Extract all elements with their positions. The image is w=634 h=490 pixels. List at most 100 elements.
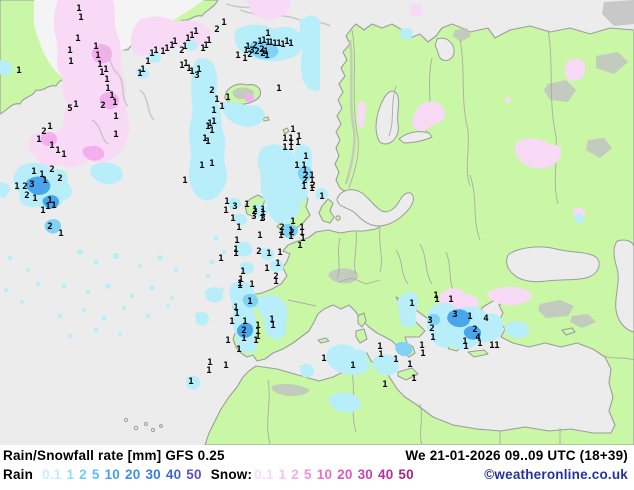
precip-value: 1	[265, 29, 271, 40]
precip-value: 3	[232, 202, 238, 213]
island-faroe	[262, 116, 270, 122]
precip-value: 1	[16, 66, 22, 77]
precip-value: 1	[299, 228, 305, 239]
weather-map	[0, 0, 634, 445]
scattered-rain-cells	[3, 235, 227, 339]
precip-value: 1	[309, 171, 315, 182]
scale-value: 40	[165, 467, 182, 482]
precip-value: 1	[299, 223, 305, 234]
precip-value: 1	[209, 159, 215, 170]
precip-value: 1	[257, 231, 263, 242]
precip-value: 1	[67, 46, 73, 57]
precip-value: 2	[247, 50, 253, 61]
precip-value: 1	[104, 75, 110, 86]
precip-value: 2	[47, 222, 53, 233]
precip-value: 1	[240, 267, 246, 278]
precip-value: 1	[303, 152, 309, 163]
timestamp: We 21-01-2026 09..09 UTC (18+39)	[405, 448, 628, 463]
precip-value: 1	[32, 194, 38, 205]
precip-value: 1	[207, 358, 213, 369]
precip-value: 2	[100, 101, 106, 112]
precip-value: 1	[275, 259, 281, 270]
precip-value: 1	[255, 332, 261, 343]
precip-value: 1	[172, 37, 178, 48]
precip-value: 1	[463, 342, 469, 353]
precip-value: 1	[494, 341, 500, 352]
precip-value: 1	[205, 137, 211, 148]
precip-value: 1	[288, 143, 294, 154]
precip-value: 1	[182, 42, 188, 53]
precip-value: 1	[264, 264, 270, 275]
precip-value: 2	[259, 45, 265, 56]
precip-value: 1	[230, 214, 236, 225]
precip-value: 2	[41, 127, 47, 138]
precip-value: 4	[483, 314, 489, 325]
precip-value: 1	[229, 317, 235, 328]
precip-value: 1	[279, 228, 285, 239]
precip-value: 2	[260, 49, 266, 60]
precip-value: 1	[280, 40, 286, 51]
precip-value: 1	[206, 366, 212, 377]
precip-value: 1	[276, 84, 282, 95]
precip-value: 1	[36, 135, 42, 146]
precip-value: 2	[303, 171, 309, 182]
island-balearics	[317, 337, 330, 344]
precip-value: 1	[255, 327, 261, 338]
precip-value: 1	[244, 200, 250, 211]
precip-value: 3	[427, 316, 433, 327]
precip-value: 1	[211, 106, 217, 117]
precip-value: 1	[193, 27, 199, 38]
precip-value: 1	[234, 309, 240, 320]
landmass-denmark	[318, 198, 335, 224]
precip-value: 1	[350, 361, 356, 372]
precip-value: 1	[290, 217, 296, 228]
precip-value: 1	[263, 47, 269, 58]
precip-value: 1	[296, 132, 302, 143]
precip-value: 1	[179, 61, 185, 72]
precip-value: 1	[238, 275, 244, 286]
precip-value: 1	[207, 119, 213, 130]
precip-value: 2	[273, 272, 279, 283]
precip-value: 1	[40, 206, 46, 217]
map-footer: Rain/Snowfall rate [mm] GFS 0.25 We 21-0…	[0, 445, 634, 490]
scale-value: 40	[378, 467, 394, 482]
precip-value: 1	[61, 150, 67, 161]
drift-ice-edges	[91, 43, 155, 145]
precip-value: 1	[282, 143, 288, 154]
precip-value: 1	[290, 125, 296, 136]
precip-value: 1	[105, 84, 111, 95]
precip-value: 1	[185, 34, 191, 45]
precip-value: 2	[302, 176, 308, 187]
precip-value: 1	[103, 65, 109, 76]
gulf-of-finland	[398, 131, 433, 144]
precip-value: 1	[189, 67, 195, 78]
precip-value: 1	[209, 126, 215, 137]
precip-value: 1	[261, 36, 267, 47]
precip-value: 1	[223, 361, 229, 372]
copyright: ©weatheronline.co.uk	[484, 467, 628, 482]
scale-value: 20	[337, 467, 353, 482]
precip-value: 1	[288, 138, 294, 149]
precip-value: 1	[288, 232, 294, 243]
precip-value: 1	[257, 37, 263, 48]
precip-value: 1	[407, 360, 413, 371]
precip-value: 1	[295, 138, 301, 149]
island-sardinia	[355, 328, 368, 344]
precip-value: 1	[186, 64, 192, 75]
precip-value: 1	[233, 303, 239, 314]
precip-value: 1	[47, 196, 53, 207]
precip-value: 1	[199, 161, 205, 172]
precip-value: 1	[224, 197, 230, 208]
precip-value: 1	[183, 59, 189, 70]
precip-value: 1	[235, 51, 241, 62]
precip-value: 1	[211, 117, 217, 128]
scale-value: 2	[291, 467, 300, 482]
precip-value: 1	[95, 51, 101, 62]
precip-value: 1	[153, 46, 159, 57]
snow-scale-label: Snow:	[210, 467, 253, 482]
precip-value: 1	[489, 341, 495, 352]
rain-scale-label: Rain	[3, 467, 34, 482]
precip-value: 1	[288, 134, 294, 145]
precip-value: 2	[256, 247, 262, 258]
precip-value: 1	[260, 208, 266, 219]
